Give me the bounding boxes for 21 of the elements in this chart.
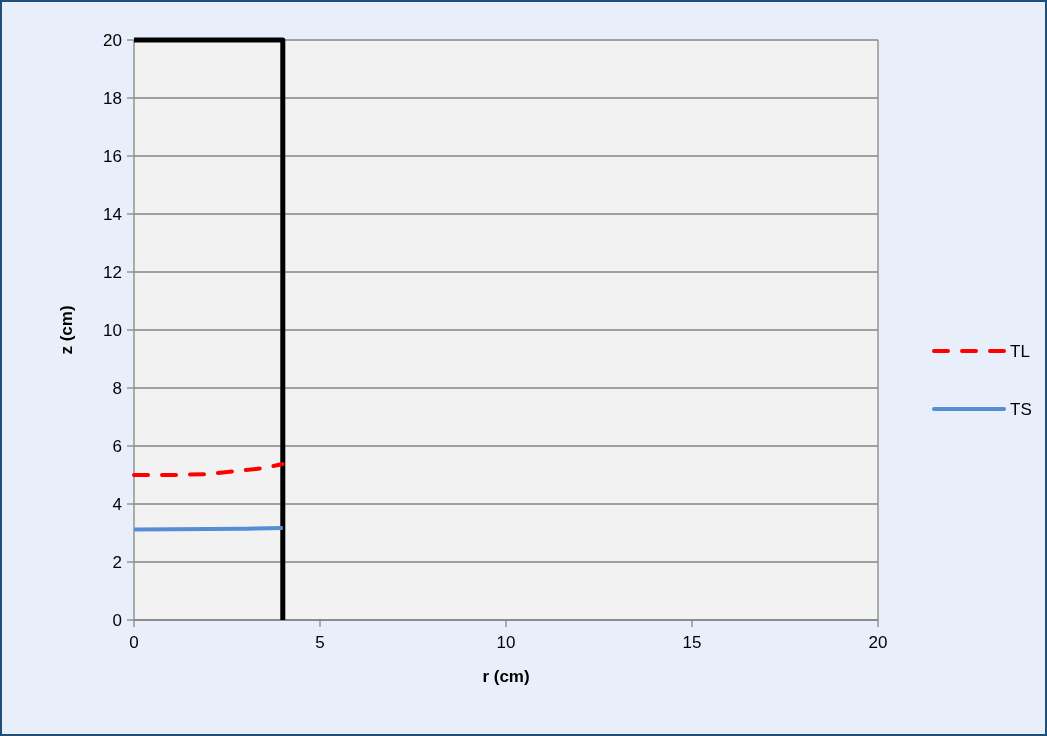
y-tick-label: 16: [103, 146, 122, 166]
y-tick-label: 0: [112, 610, 122, 630]
y-tick-label: 6: [112, 436, 122, 456]
x-axis-title: r (cm): [482, 667, 530, 686]
y-tick-label: 12: [103, 262, 122, 282]
x-tick-label: 0: [129, 633, 139, 652]
legend-label: TS: [1010, 399, 1032, 419]
y-axis-title: z (cm): [57, 305, 76, 355]
line-series: [132, 461, 285, 477]
legend-label: TL: [1010, 341, 1030, 361]
y-tick-label: 4: [112, 494, 122, 514]
x-tick-label: 15: [682, 633, 702, 652]
y-tick-label: 20: [103, 30, 122, 50]
x-tick-label: 20: [868, 633, 888, 652]
y-tick-label: 18: [103, 88, 122, 108]
y-tick-label: 10: [103, 320, 122, 340]
x-tick-label: 5: [315, 633, 325, 652]
y-tick-label: 2: [112, 552, 122, 572]
y-tick-label: 14: [103, 204, 122, 224]
x-tick-label: 10: [496, 633, 516, 652]
y-tick-label: 8: [112, 378, 122, 398]
